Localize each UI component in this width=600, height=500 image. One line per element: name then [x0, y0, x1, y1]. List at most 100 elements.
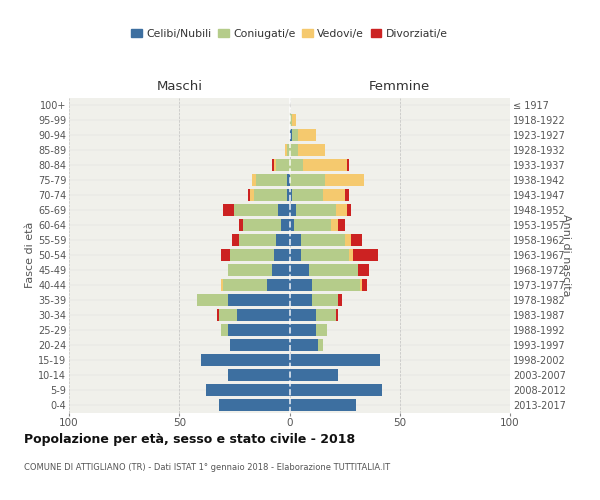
Text: COMUNE DI ATTIGLIANO (TR) - Dati ISTAT 1° gennaio 2018 - Elaborazione TUTTITALIA: COMUNE DI ATTIGLIANO (TR) - Dati ISTAT 1… — [24, 462, 390, 471]
Bar — [221, 324, 228, 336]
Bar — [331, 219, 338, 231]
Bar — [290, 249, 301, 261]
Bar — [248, 189, 250, 201]
Bar — [303, 159, 347, 171]
Bar — [239, 234, 276, 246]
Bar — [290, 129, 292, 141]
Bar — [353, 249, 378, 261]
Bar — [276, 234, 290, 246]
Bar — [274, 249, 290, 261]
Bar — [344, 234, 351, 246]
Bar — [362, 279, 367, 291]
Bar — [278, 204, 290, 216]
Bar — [268, 279, 290, 291]
Bar — [219, 309, 236, 321]
Bar — [323, 189, 344, 201]
Y-axis label: Fasce di età: Fasce di età — [25, 222, 35, 288]
Bar — [349, 249, 353, 261]
Bar — [287, 189, 290, 201]
Bar — [301, 234, 344, 246]
Legend: Celibi/Nubili, Coniugati/e, Vedovi/e, Divorziati/e: Celibi/Nubili, Coniugati/e, Vedovi/e, Di… — [127, 24, 452, 43]
Bar — [296, 204, 336, 216]
Text: Popolazione per età, sesso e stato civile - 2018: Popolazione per età, sesso e stato civil… — [24, 432, 355, 446]
Bar — [290, 369, 338, 381]
Bar — [235, 204, 278, 216]
Bar — [336, 309, 338, 321]
Bar — [344, 189, 349, 201]
Bar — [228, 294, 290, 306]
Bar — [290, 234, 301, 246]
Bar — [290, 399, 356, 411]
Bar — [318, 339, 323, 351]
Bar — [316, 309, 336, 321]
Bar — [311, 294, 338, 306]
Bar — [219, 399, 290, 411]
Bar — [347, 159, 349, 171]
Bar — [202, 354, 290, 366]
Bar — [292, 189, 323, 201]
Bar — [290, 144, 298, 156]
Bar — [217, 309, 219, 321]
Bar — [347, 204, 351, 216]
Bar — [290, 324, 316, 336]
Bar — [287, 174, 290, 186]
Bar — [301, 249, 349, 261]
Bar — [338, 219, 344, 231]
Bar — [351, 234, 362, 246]
Bar — [236, 309, 290, 321]
Bar — [290, 279, 311, 291]
Bar — [272, 159, 274, 171]
Bar — [274, 159, 276, 171]
Bar — [252, 174, 256, 186]
Bar — [360, 279, 362, 291]
Bar — [316, 324, 327, 336]
Bar — [287, 144, 290, 156]
Bar — [290, 354, 380, 366]
Bar — [325, 174, 364, 186]
Bar — [256, 174, 287, 186]
Bar — [281, 219, 290, 231]
Bar — [310, 264, 358, 276]
Bar — [290, 204, 296, 216]
Bar — [250, 189, 254, 201]
Bar — [223, 204, 235, 216]
Bar — [272, 264, 290, 276]
Bar — [223, 279, 268, 291]
Bar — [290, 294, 311, 306]
Bar — [228, 324, 290, 336]
Bar — [290, 219, 294, 231]
Bar — [338, 294, 343, 306]
Bar — [290, 384, 382, 396]
Bar — [254, 189, 287, 201]
Text: Femmine: Femmine — [369, 80, 430, 93]
Text: Maschi: Maschi — [156, 80, 202, 93]
Bar — [290, 159, 303, 171]
Bar — [228, 369, 290, 381]
Bar — [336, 204, 347, 216]
Bar — [290, 309, 316, 321]
Bar — [206, 384, 290, 396]
Bar — [276, 159, 290, 171]
Bar — [221, 279, 223, 291]
Bar — [285, 144, 287, 156]
Y-axis label: Anni di nascita: Anni di nascita — [561, 214, 571, 296]
Bar — [298, 144, 325, 156]
Bar — [292, 129, 298, 141]
Bar — [197, 294, 228, 306]
Bar — [230, 249, 274, 261]
Bar — [239, 219, 243, 231]
Bar — [290, 264, 310, 276]
Bar — [230, 339, 290, 351]
Bar — [228, 264, 272, 276]
Bar — [292, 114, 296, 126]
Bar — [243, 219, 281, 231]
Bar — [311, 279, 360, 291]
Bar — [232, 234, 239, 246]
Bar — [290, 189, 292, 201]
Bar — [298, 129, 316, 141]
Bar — [290, 114, 292, 126]
Bar — [358, 264, 369, 276]
Bar — [290, 339, 318, 351]
Bar — [221, 249, 230, 261]
Bar — [294, 219, 331, 231]
